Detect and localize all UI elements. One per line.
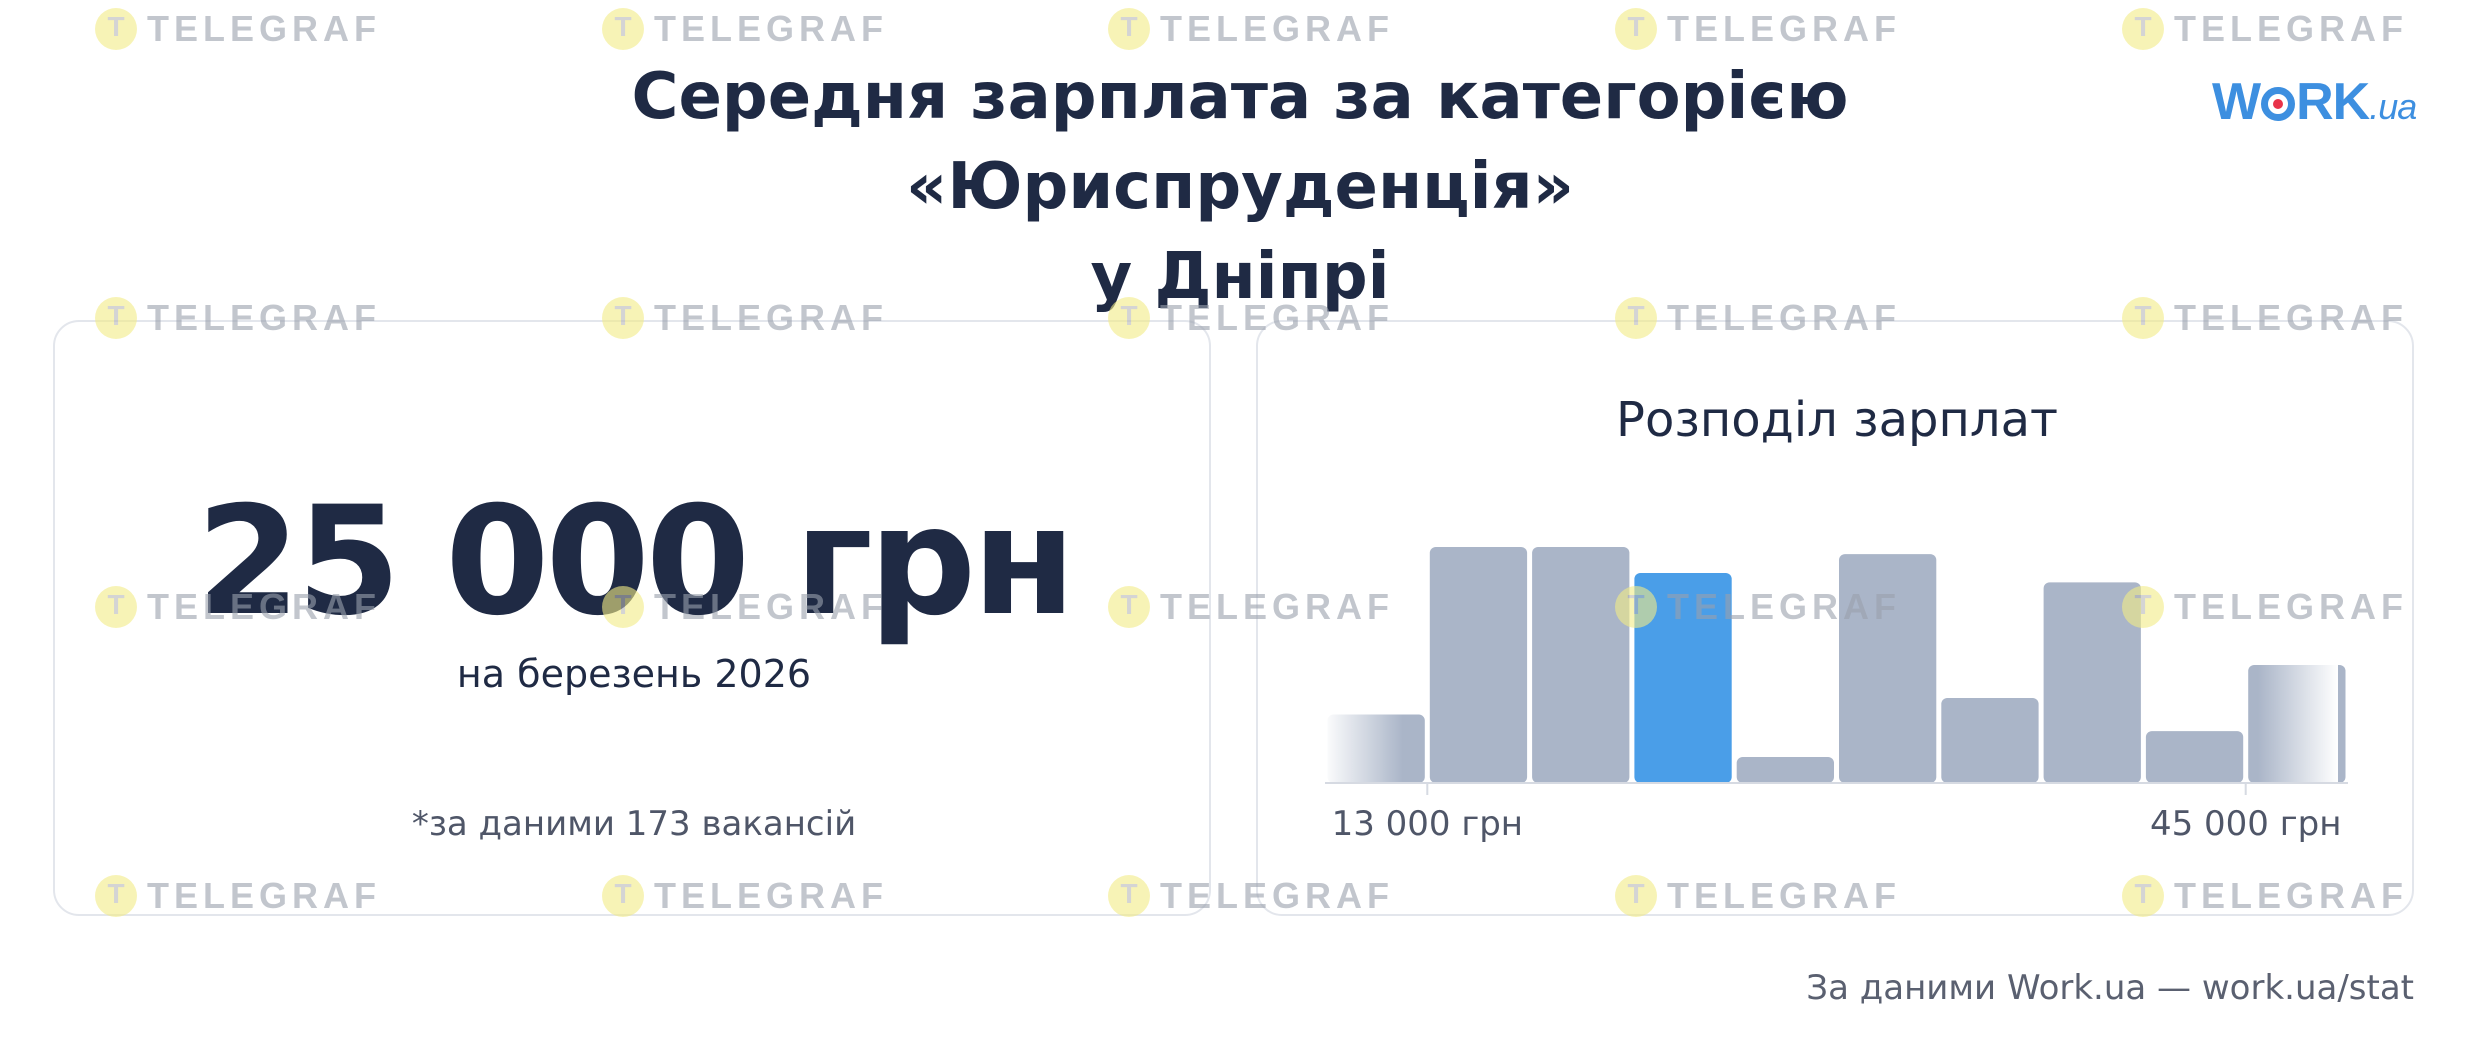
telegraf-watermark: TELEGRAF <box>2122 8 2408 50</box>
workua-logo: W RK.ua <box>2212 73 2417 131</box>
histogram-bar-median <box>1634 572 1732 783</box>
x-tick-label: 13 000 грн <box>1332 804 1523 844</box>
histogram-bar <box>1736 757 1834 783</box>
telegraf-watermark: TELEGRAF <box>1615 8 1901 50</box>
histogram-bar <box>1839 554 1937 783</box>
histogram-bar <box>2145 731 2244 783</box>
average-salary-card: 25 000 грн на березень 2026 *за даними 1… <box>53 320 1211 916</box>
logo-target-icon <box>2261 87 2296 121</box>
telegraf-watermark: TELEGRAF <box>1108 8 1394 50</box>
fade-left <box>1323 542 1403 792</box>
telegraf-logo-icon <box>602 8 644 50</box>
histogram-bar <box>2043 582 2141 783</box>
title-line-1: Середня зарплата за категорією «Юриспруд… <box>631 60 1849 224</box>
histogram-bar <box>1532 547 1630 783</box>
page-title: Середня зарплата за категорією «Юриспруд… <box>300 52 2180 322</box>
vacancies-note: *за даними 173 вакансій <box>411 804 857 844</box>
telegraf-logo-icon <box>2122 8 2164 50</box>
histogram-bar <box>1429 547 1528 783</box>
telegraf-logo-icon <box>1615 8 1657 50</box>
x-tick-label: 45 000 грн <box>2150 804 2341 844</box>
salary-period: на березень 2026 <box>456 652 812 696</box>
telegraf-watermark: TELEGRAF <box>95 8 381 50</box>
data-source-credit: За даними Work.ua — work.ua/stat <box>1806 968 2414 1008</box>
telegraf-watermark: TELEGRAF <box>602 8 888 50</box>
salary-histogram: 13 000 грн 45 000 грн <box>1323 542 2348 844</box>
telegraf-logo-icon <box>95 8 137 50</box>
histogram-bar <box>1941 698 2039 783</box>
telegraf-logo-icon <box>1108 8 1150 50</box>
chart-title: Розподіл зарплат <box>1616 392 2058 448</box>
salary-distribution-card: Розподіл зарплат 13 000 грн 45 000 грн <box>1256 320 2414 916</box>
title-line-2: у Дніпрі <box>1090 240 1390 314</box>
fade-right <box>2258 542 2338 792</box>
average-salary-value: 25 000 грн <box>196 475 1076 649</box>
